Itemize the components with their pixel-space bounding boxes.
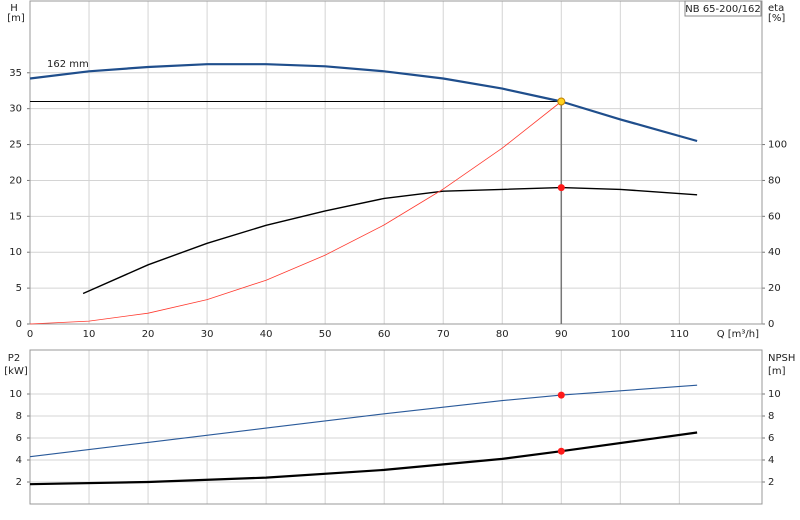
y2-tick-label: 0 xyxy=(768,319,774,330)
x-tick-label: 70 xyxy=(437,329,450,340)
y2-tick-label: 80 xyxy=(768,175,781,186)
chart: 0 10 20 30 40 50 60 70 80 90 100 110 0 5 10 15 20 25 30 35 0… xyxy=(7,0,787,340)
y2-tick-label: 8 xyxy=(768,411,774,422)
y2-tick-label: 40 xyxy=(768,247,781,258)
plot-frame xyxy=(29,349,763,505)
chart: 2 4 6 8 10 2 4 6 8 10 P2 [kW] NPSH [m] xyxy=(4,349,795,505)
x-tick-label: 10 xyxy=(83,329,96,340)
x-tick-label: 110 xyxy=(670,329,689,340)
y2-tick-label: 20 xyxy=(768,283,781,294)
y2-tick-label: 10 xyxy=(768,389,781,400)
y2-tick-label: 60 xyxy=(768,211,781,222)
y-axis-label: P2 xyxy=(8,353,20,364)
x-tick-label: 50 xyxy=(319,329,332,340)
y2-tick-label: 100 xyxy=(768,140,787,151)
curve-npsh xyxy=(29,431,698,486)
plot-frame xyxy=(29,0,763,325)
x-tick-label: 100 xyxy=(611,329,630,340)
y-tick-label: 15 xyxy=(9,211,22,222)
y2-tick-label: 6 xyxy=(768,433,774,444)
y-tick-label: 4 xyxy=(16,455,22,466)
y-tick-label: 30 xyxy=(9,104,22,115)
x-tick-label: 40 xyxy=(260,329,273,340)
curve-annotation: 162 mm xyxy=(47,59,89,70)
y2-axis-label: NPSH xyxy=(768,353,795,364)
y-axis-unit: [kW] xyxy=(4,366,28,377)
x-axis-label: Q [m³/h] xyxy=(717,329,759,340)
curve-eta xyxy=(82,186,698,295)
x-tick-label: 80 xyxy=(496,329,509,340)
operating-point xyxy=(557,184,565,192)
y2-axis-label: eta xyxy=(768,3,784,14)
y-tick-label: 20 xyxy=(9,175,22,186)
x-tick-label: 20 xyxy=(142,329,155,340)
y2-tick-label: 4 xyxy=(768,455,774,466)
model-label: NB 65-200/162 xyxy=(685,4,760,15)
x-tick-label: 60 xyxy=(378,329,391,340)
y-axis-label: H xyxy=(10,3,18,14)
operating-point xyxy=(557,447,565,455)
curve-h xyxy=(29,63,698,143)
y2-axis-unit: [m] xyxy=(768,366,786,377)
y-tick-label: 6 xyxy=(16,433,22,444)
x-tick-label: 0 xyxy=(27,329,33,340)
y-tick-label: 2 xyxy=(16,477,22,488)
x-tick-label: 90 xyxy=(555,329,568,340)
x-tick-label: 30 xyxy=(201,329,214,340)
model-box xyxy=(684,0,762,17)
curve-system xyxy=(29,101,562,325)
operating-point xyxy=(557,391,565,399)
y-tick-label: 10 xyxy=(9,389,22,400)
y-tick-label: 25 xyxy=(9,140,22,151)
y-tick-label: 0 xyxy=(16,319,22,330)
y-tick-label: 35 xyxy=(9,68,22,79)
y2-axis-unit: [%] xyxy=(768,13,785,24)
y-tick-label: 10 xyxy=(9,247,22,258)
y-axis-unit: [m] xyxy=(7,13,25,24)
y-tick-label: 5 xyxy=(16,283,22,294)
y2-tick-label: 2 xyxy=(768,477,774,488)
y-tick-label: 8 xyxy=(16,411,22,422)
operating-point xyxy=(557,97,566,106)
